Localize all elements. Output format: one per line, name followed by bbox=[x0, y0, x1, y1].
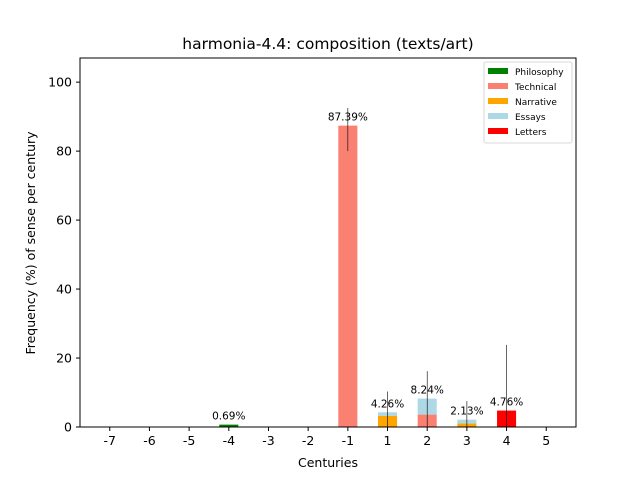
y-tick-label-80: 80 bbox=[56, 144, 72, 159]
x-axis-title: Centuries bbox=[298, 455, 358, 470]
y-tick-label-100: 100 bbox=[48, 75, 72, 90]
y-tick-label-40: 40 bbox=[56, 282, 72, 297]
x-tick-label--6: -6 bbox=[143, 433, 156, 448]
bar-technical--1 bbox=[338, 125, 358, 427]
x-tick-label--2: -2 bbox=[302, 433, 314, 448]
legend-label-technical: Technical bbox=[514, 83, 556, 93]
error-bars bbox=[347, 108, 507, 427]
y-tick-label-60: 60 bbox=[56, 213, 72, 228]
data-label-2: 8.24% bbox=[411, 385, 444, 397]
data-label--4: 0.69% bbox=[212, 411, 245, 423]
legend-swatch-philosophy bbox=[488, 68, 508, 74]
x-tick-label--3: -3 bbox=[262, 433, 274, 448]
y-axis-title: Frequency (%) of sense per century bbox=[23, 131, 38, 355]
legend-label-letters: Letters bbox=[515, 128, 547, 138]
legend-label-narrative: Narrative bbox=[515, 98, 557, 108]
data-labels: 0.69% 87.39% 4.26% 8.24% 2.13% 4.76% bbox=[212, 112, 523, 423]
data-label-3: 2.13% bbox=[450, 406, 483, 418]
chart-title: harmonia-4.4: composition (texts/art) bbox=[182, 35, 473, 53]
legend: Philosophy Technical Narrative Essays Letter… bbox=[483, 61, 573, 144]
x-axis: -7 -6 -5 -4 -3 -2 -1 1 2 3 4 5 bbox=[104, 427, 550, 448]
y-tick-label-20: 20 bbox=[56, 351, 72, 366]
x-tick-label--1: -1 bbox=[342, 433, 354, 448]
legend-label-essays: Essays bbox=[515, 113, 546, 123]
x-tick-label-2: 2 bbox=[423, 433, 431, 448]
x-tick-label--7: -7 bbox=[104, 433, 116, 448]
x-tick-label--4: -4 bbox=[223, 433, 236, 448]
x-tick-label-5: 5 bbox=[542, 433, 550, 448]
y-tick-label-0: 0 bbox=[64, 420, 72, 435]
legend-swatch-letters bbox=[488, 128, 508, 134]
x-tick-label-4: 4 bbox=[503, 433, 511, 448]
x-tick-label-3: 3 bbox=[463, 433, 471, 448]
plot-frame bbox=[79, 57, 577, 428]
data-label--1: 87.39% bbox=[328, 112, 368, 124]
x-tick-label--5: -5 bbox=[183, 433, 195, 448]
bar-philosophy--4 bbox=[219, 424, 239, 427]
y-axis: 0 20 40 60 80 100 bbox=[48, 75, 80, 435]
legend-swatch-essays bbox=[488, 113, 508, 119]
legend-box bbox=[483, 61, 573, 144]
data-label-4: 4.76% bbox=[490, 397, 523, 409]
x-tick-label-1: 1 bbox=[384, 433, 392, 448]
data-label-1: 4.26% bbox=[371, 398, 404, 410]
legend-label-philosophy: Philosophy bbox=[515, 68, 564, 78]
legend-swatch-narrative bbox=[488, 98, 508, 104]
legend-swatch-technical bbox=[488, 83, 508, 89]
